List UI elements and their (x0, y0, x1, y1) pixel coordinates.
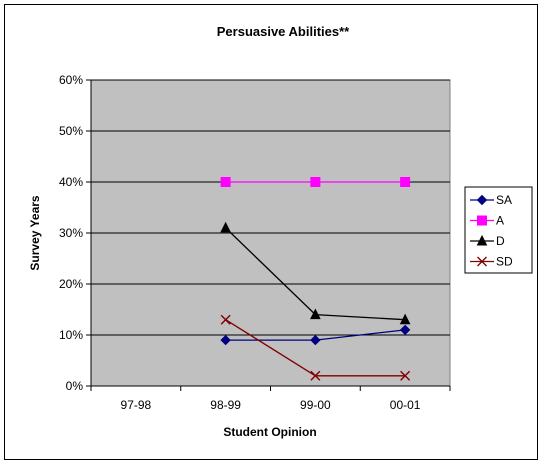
y-tick-label: 60% (59, 73, 83, 87)
data-point (220, 334, 231, 346)
y-tick-label: 40% (59, 175, 83, 189)
data-point (220, 314, 231, 325)
y-axis-ticks: 0% 10% 20% 30% 40% 50% 60% (59, 73, 91, 393)
data-point (400, 370, 411, 381)
y-axis-label: Survey Years (28, 195, 42, 271)
data-point (399, 313, 411, 325)
legend-item-d: D (470, 234, 505, 248)
legend-label: A (496, 214, 504, 228)
legend-marker (477, 256, 487, 267)
data-point (310, 177, 321, 187)
x-tick-label: 00-01 (390, 398, 421, 412)
y-tick-label: 50% (59, 124, 83, 138)
data-point (220, 177, 231, 187)
series-a (220, 177, 411, 187)
x-axis-label: Student Opinion (223, 425, 316, 439)
x-tick-label: 99-00 (300, 398, 331, 412)
legend-marker (476, 194, 488, 206)
legend-item-a: A (470, 214, 504, 228)
legend: SA AD SD (464, 186, 533, 274)
data-point (220, 221, 231, 233)
series-d (220, 221, 411, 325)
x-tick-label: 98-99 (210, 398, 241, 412)
series-lines (220, 177, 411, 381)
legend-item-sa: SA (470, 193, 512, 207)
legend-label: D (496, 234, 505, 248)
data-point (310, 308, 321, 320)
series-sd (220, 314, 411, 381)
legend-label: SA (496, 193, 512, 207)
data-point (399, 324, 411, 336)
x-tick-label: 97-98 (121, 398, 152, 412)
data-point (310, 370, 321, 381)
y-tick-label: 0% (66, 379, 84, 393)
legend-marker (476, 234, 488, 246)
y-tick-label: 20% (59, 277, 83, 291)
legend-marker (477, 215, 487, 226)
y-tick-label: 10% (59, 328, 83, 342)
data-point (310, 334, 321, 346)
legend-box (464, 186, 533, 274)
data-point (400, 177, 411, 187)
series-sa (220, 324, 411, 346)
x-axis-ticks: 97-98 98-99 99-00 00-01 (90, 386, 451, 412)
legend-label: SD (496, 255, 513, 269)
legend-item-sd: SD (470, 255, 513, 269)
chart-title: Persuasive Abilities** (217, 24, 350, 39)
y-tick-label: 30% (59, 226, 83, 240)
